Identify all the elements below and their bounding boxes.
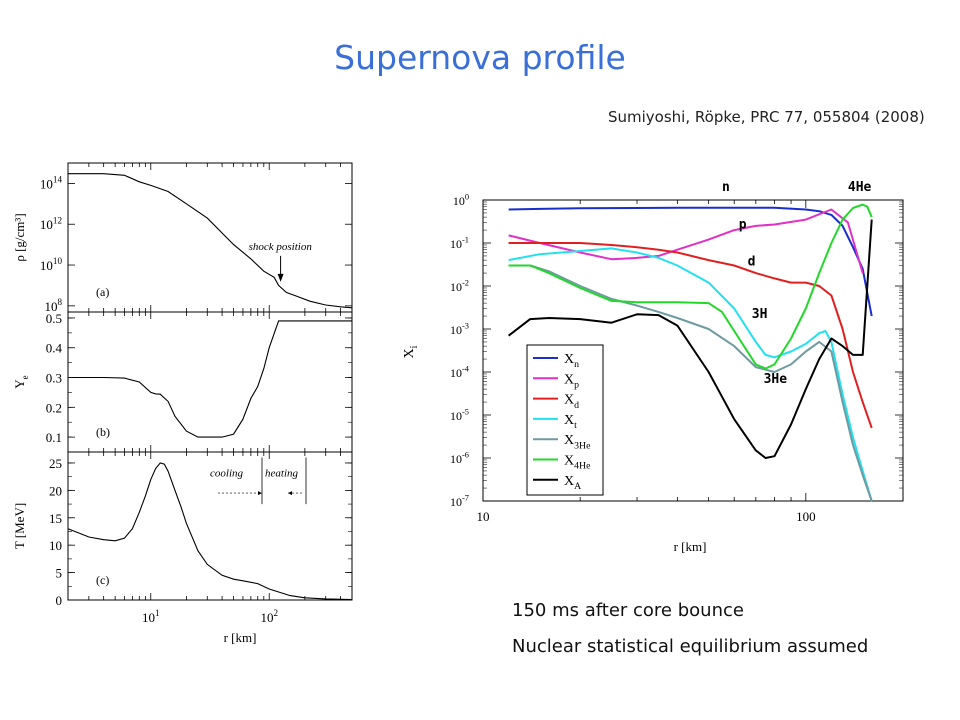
y-tick-label: 15 — [49, 511, 62, 526]
series-line-3h — [508, 247, 873, 502]
series-line-3he — [508, 264, 873, 502]
y-tick-label: 10-4 — [450, 365, 470, 380]
x-tick-label: 101 — [142, 608, 160, 625]
curve-label: n — [722, 180, 730, 195]
series-line-a — [507, 219, 873, 459]
y-tick-label: 1014 — [40, 175, 63, 192]
x-tick-label: 100 — [796, 509, 816, 524]
series-line-4he — [508, 203, 873, 370]
series-line-p — [508, 208, 864, 274]
x-tick-label: 10 — [477, 509, 490, 524]
legend-label: Xn — [564, 352, 579, 370]
citation: Sumiyoshi, Röpke, PRC 77, 055804 (2008) — [608, 108, 925, 126]
curve-label: p — [739, 217, 747, 232]
profile-curve — [68, 173, 353, 309]
y-tick-label: 0 — [56, 593, 63, 608]
y-tick-label: 100 — [453, 193, 469, 208]
cooling-arrowhead — [258, 491, 262, 496]
caption-time: 150 ms after core bounce — [512, 600, 744, 621]
legend-box — [526, 344, 604, 496]
abundance-frame — [482, 199, 904, 502]
cooling-annotation: cooling — [210, 468, 243, 480]
profile-curve — [67, 462, 353, 601]
profile-curve — [68, 320, 352, 438]
shock-arrowhead — [277, 273, 284, 282]
panel-label: (a) — [96, 285, 109, 299]
y-axis-label: T [MeV] — [12, 503, 27, 549]
series-line-n — [508, 206, 873, 317]
y-tick-label: 5 — [56, 566, 63, 581]
curve-label: d — [748, 254, 756, 269]
panel-label: (c) — [96, 573, 109, 587]
curve-label: 4He — [848, 180, 872, 195]
panel-frame — [67, 451, 353, 601]
legend-label: X3He — [564, 433, 591, 451]
y-tick-label: 20 — [49, 483, 62, 498]
y-tick-label: 0.4 — [46, 341, 63, 356]
legend-label: XA — [564, 474, 581, 492]
heating-annotation: heating — [265, 468, 298, 480]
y-tick-label: 108 — [44, 297, 62, 314]
y-tick-label: 1010 — [40, 256, 63, 273]
legend-label: Xt — [564, 413, 577, 431]
x-tick-label: 102 — [260, 608, 278, 625]
legend-label: Xd — [564, 393, 579, 411]
x-axis-label: r [km] — [674, 539, 707, 554]
legend-label: X4He — [564, 454, 591, 472]
x-axis-label: r [km] — [224, 630, 257, 645]
y-tick-label: 10-7 — [450, 494, 469, 509]
curve-label: 3He — [764, 372, 788, 387]
heating-arrowhead — [288, 491, 292, 496]
caption-nse: Nuclear statistical equilibrium assumed — [512, 636, 869, 657]
slide-title: Supernova profile — [334, 38, 626, 77]
curve-label: 3H — [752, 307, 768, 322]
y-axis-label: Xi — [402, 345, 420, 358]
y-tick-label: 10-2 — [450, 279, 469, 294]
legend-label: Xp — [564, 372, 579, 390]
y-tick-label: 10-5 — [450, 408, 469, 423]
shock-annotation: shock position — [249, 241, 313, 253]
y-tick-label: 10-1 — [450, 236, 469, 251]
panel-label: (b) — [96, 425, 110, 439]
y-axis-label: Ye — [12, 375, 30, 388]
y-tick-label: 0.3 — [46, 371, 62, 386]
y-tick-label: 0.5 — [46, 311, 62, 326]
y-tick-label: 10-6 — [450, 451, 469, 466]
y-tick-label: 0.1 — [46, 430, 62, 445]
series-line-d — [508, 242, 873, 429]
y-axis-label: ρ [g/cm³] — [12, 213, 27, 261]
y-tick-label: 0.2 — [46, 400, 62, 415]
y-tick-label: 10-3 — [450, 322, 469, 337]
y-tick-label: 1012 — [40, 215, 63, 232]
y-tick-label: 10 — [49, 538, 62, 553]
y-tick-label: 25 — [49, 456, 62, 471]
